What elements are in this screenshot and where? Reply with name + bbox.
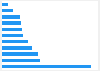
Bar bbox=[2, 21, 21, 25]
Bar bbox=[2, 46, 32, 50]
Bar bbox=[2, 59, 40, 62]
Bar bbox=[2, 15, 20, 19]
Bar bbox=[2, 9, 13, 12]
Bar bbox=[2, 40, 28, 43]
Bar bbox=[2, 65, 91, 68]
Bar bbox=[2, 34, 23, 37]
Bar bbox=[2, 3, 8, 6]
Bar bbox=[2, 28, 22, 31]
Bar bbox=[2, 52, 38, 56]
